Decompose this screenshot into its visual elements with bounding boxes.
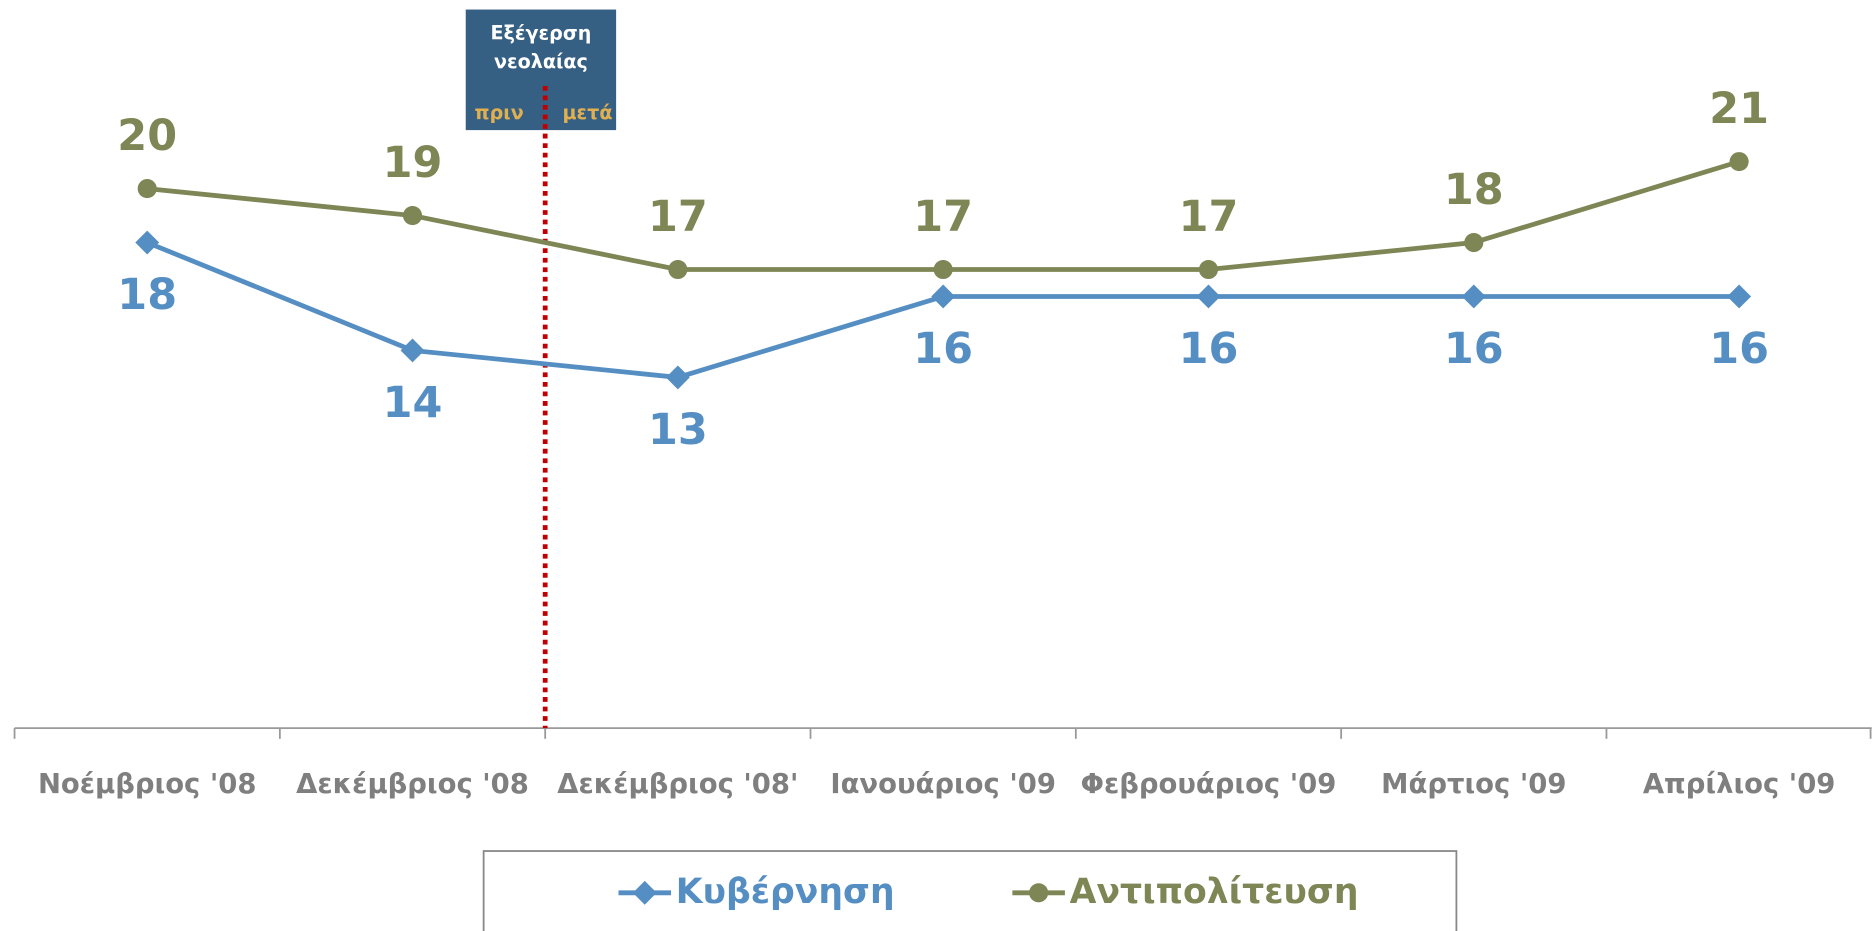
annotation-event: Εξέγερση νεολαίας xyxy=(490,21,592,73)
data-point xyxy=(1729,152,1749,172)
data-label: 18 xyxy=(1444,165,1504,215)
x-tick-label: Μάρτιος '09 xyxy=(1381,769,1566,800)
legend-label: Κυβέρνηση xyxy=(676,872,895,912)
annotation-before: πριν xyxy=(475,101,524,124)
data-label: 14 xyxy=(383,378,443,428)
data-point xyxy=(402,206,423,226)
data-label: 20 xyxy=(117,111,177,161)
x-tick-label: Απρίλιος '09 xyxy=(1643,769,1836,800)
data-label: 16 xyxy=(1444,324,1504,374)
data-point xyxy=(931,284,956,309)
legend-marker xyxy=(632,880,657,905)
data-point xyxy=(933,259,953,280)
data-label: 16 xyxy=(1709,324,1769,374)
data-label: 21 xyxy=(1709,84,1769,134)
data-label: 17 xyxy=(913,192,973,242)
data-point xyxy=(668,259,688,280)
data-point xyxy=(1464,232,1484,253)
data-label: 18 xyxy=(117,270,177,320)
data-point xyxy=(400,338,425,363)
data-label: 16 xyxy=(1179,324,1239,374)
data-label: 17 xyxy=(1179,192,1239,242)
x-tick-label: Δεκέμβριος '08 xyxy=(296,769,529,800)
legend-label: Αντιπολίτευση xyxy=(1070,872,1359,912)
data-label: 19 xyxy=(383,138,443,188)
data-point xyxy=(1196,284,1221,309)
x-tick-label: Ιανουάριος '09 xyxy=(830,769,1056,800)
data-label: 13 xyxy=(648,405,708,455)
data-point xyxy=(665,365,690,390)
data-point xyxy=(1461,284,1486,309)
x-tick-label: Δεκέμβριος '08' xyxy=(557,769,798,800)
data-label: 17 xyxy=(648,192,708,242)
legend-marker xyxy=(1029,883,1049,903)
x-tick-label: Φεβρουάριος '09 xyxy=(1081,769,1337,800)
data-point xyxy=(1198,259,1219,280)
data-point xyxy=(137,179,157,199)
annotation-event-text: Εξέγερση νεολαίας xyxy=(490,21,592,73)
data-point xyxy=(135,230,160,255)
annotation-after: μετά xyxy=(562,101,612,124)
data-point xyxy=(1727,284,1752,309)
x-tick-label: Νοέμβριος '08 xyxy=(38,769,257,800)
data-label: 16 xyxy=(913,324,973,374)
annotation-box xyxy=(465,9,617,131)
